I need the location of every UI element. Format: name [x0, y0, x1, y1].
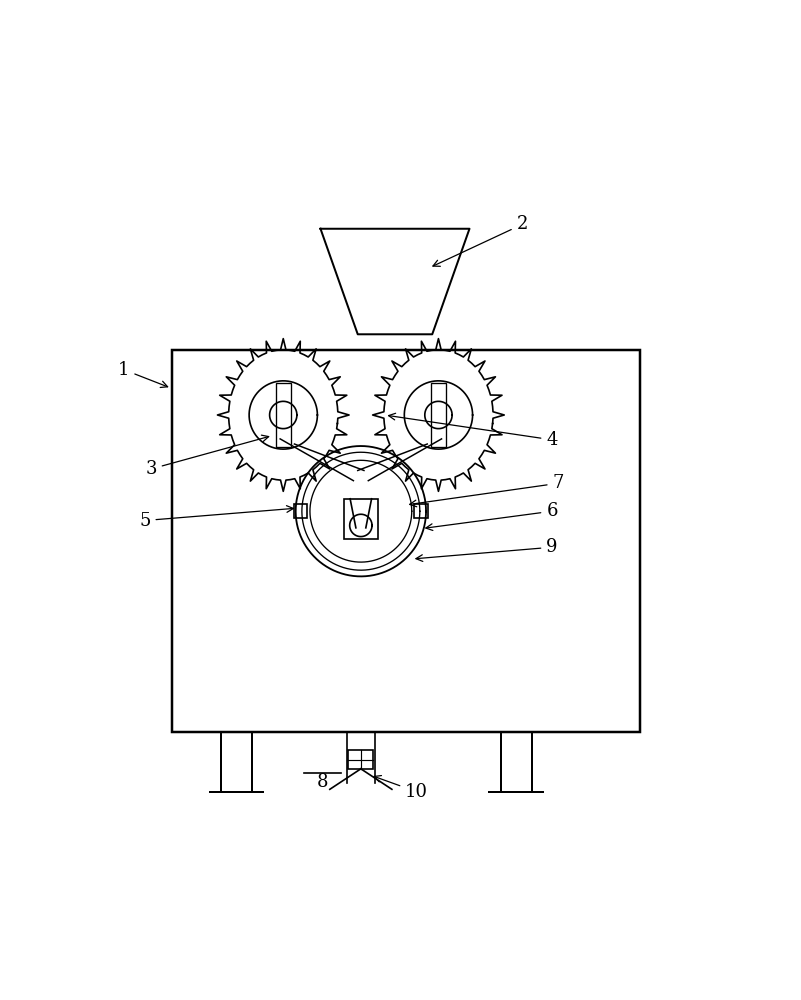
Text: 10: 10 — [374, 776, 429, 801]
Bar — [294, 504, 308, 518]
Text: 8: 8 — [316, 773, 328, 791]
Text: 6: 6 — [426, 502, 557, 530]
Bar — [348, 750, 373, 769]
Bar — [171, 350, 640, 732]
Text: 1: 1 — [118, 361, 167, 387]
Text: 9: 9 — [416, 538, 557, 561]
Text: 2: 2 — [433, 215, 528, 266]
Bar — [344, 499, 377, 539]
Text: 5: 5 — [139, 506, 293, 530]
Text: 7: 7 — [409, 474, 564, 507]
Text: 4: 4 — [388, 413, 557, 449]
Bar — [414, 504, 428, 518]
Text: 3: 3 — [145, 435, 268, 478]
